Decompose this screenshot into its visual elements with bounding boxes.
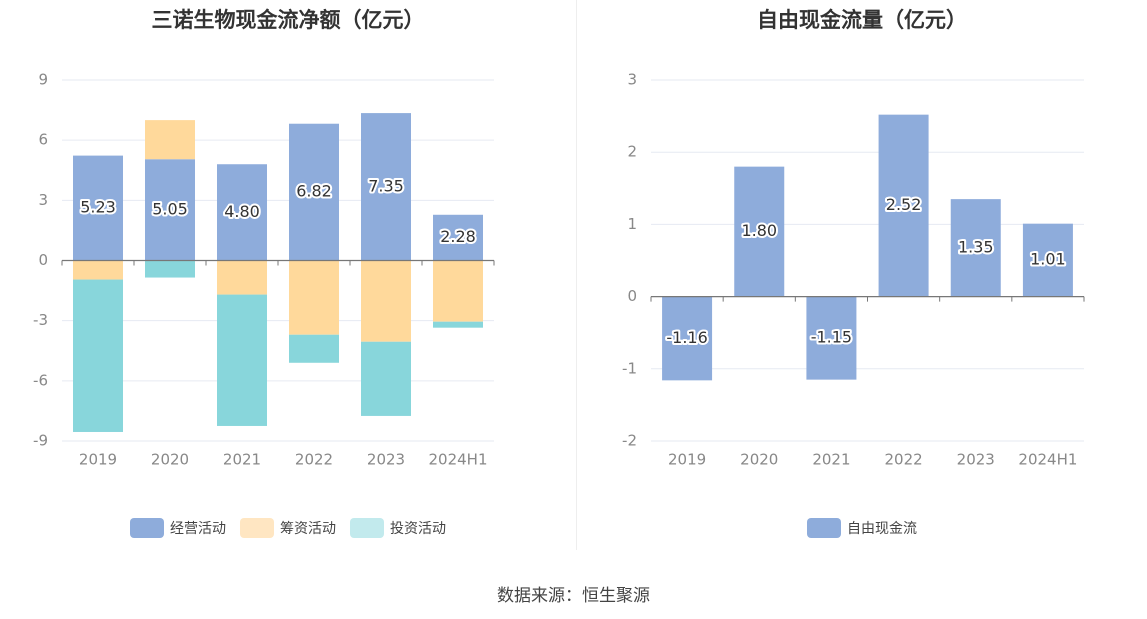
cash-flow-ytick-label: 6	[38, 131, 48, 149]
cash-flow-data-label-2020-halo: 5.05	[152, 199, 188, 218]
free-cash-flow-data-label-2020: 1.80	[741, 221, 777, 240]
free-cash-flow-data-label-2021: -1.15	[811, 328, 852, 347]
cash-flow-bar-3-2022	[289, 334, 339, 363]
free-cash-flow-ytick-label: 0	[627, 287, 637, 305]
cash-flow-data-label-2019: 5.23	[80, 198, 116, 217]
legend-item-investing[interactable]: 投资活动	[350, 518, 446, 538]
cash-flow-xtick-label: 2019	[79, 451, 117, 469]
legend-label-operating: 经营活动	[170, 521, 226, 537]
legend-label-investing: 投资活动	[390, 521, 446, 537]
free-cash-flow-bar-1-2023	[950, 199, 1001, 297]
free-cash-flow-ytick-label: -1	[622, 359, 637, 377]
cash-flow-data-label-2023: 7.35	[368, 176, 404, 195]
free-cash-flow-data-label-2023-halo: 1.35	[958, 237, 994, 256]
cash-flow-data-label-2020: 5.05	[152, 199, 188, 218]
cash-flow-bar-3-2023	[361, 341, 411, 416]
cash-flow-chart-title: 三诺生物现金流净额（亿元）	[151, 8, 425, 32]
legend-swatch-free-cash-flow	[807, 518, 841, 538]
data-source-note: 数据来源：恒生聚源	[497, 586, 650, 606]
free-cash-flow-xtick-label: 2019	[668, 451, 706, 469]
legend-label-financing: 筹资活动	[280, 521, 336, 537]
cash-flow-ytick-label: 9	[38, 71, 48, 89]
cash-flow-data-label-2024H1-halo: 2.28	[440, 227, 476, 246]
legend-swatch-investing	[350, 518, 384, 538]
cash-flow-bar-1-2022	[289, 123, 339, 261]
cash-flow-data-label-2022: 6.82	[296, 182, 332, 201]
cash-flow-bar-3-2021	[217, 294, 267, 426]
panel-divider	[576, 0, 577, 550]
free-cash-flow-data-label-2024H1: 1.01	[1030, 250, 1066, 269]
free-cash-flow-data-label-2020-halo: 1.80	[741, 221, 777, 240]
free-cash-flow-data-label-2024H1-halo: 1.01	[1030, 250, 1066, 269]
cash-flow-bar-1-2023	[361, 113, 411, 261]
free-cash-flow-xtick-label: 2021	[812, 451, 850, 469]
cash-flow-ytick-label: -3	[33, 311, 48, 329]
cash-flow-bar-2-2020	[145, 120, 195, 160]
cash-flow-chart-plot: 9 6 3 0 -3 -6 -9 2019 2020 2021 2022 2023 2024H1 5.23…	[33, 71, 495, 469]
free-cash-flow-legend: 自由现金流	[577, 518, 1147, 538]
cash-flow-bar-3-2024H1	[433, 321, 483, 328]
cash-flow-xtick-label: 2020	[151, 451, 189, 469]
free-cash-flow-chart-panel: 自由现金流量（亿元） 3 2 1 0 -1 -2 2019 2020 2021 2022 2023 2…	[577, 0, 1147, 550]
cash-flow-legend: 经营活动 筹资活动 投资活动	[0, 518, 576, 538]
cash-flow-bar-2-2021	[217, 260, 267, 295]
free-cash-flow-ytick-label: 1	[627, 215, 637, 233]
legend-item-free-cash-flow[interactable]: 自由现金流	[807, 518, 917, 538]
cash-flow-bar-2-2023	[361, 260, 411, 342]
cash-flow-data-label-2019-halo: 5.23	[80, 198, 116, 217]
free-cash-flow-bar-1-2020	[734, 166, 785, 297]
free-cash-flow-bar-1-2019	[662, 296, 713, 381]
free-cash-flow-bar-1-2021	[806, 296, 857, 380]
legend-item-financing[interactable]: 筹资活动	[240, 518, 336, 538]
cash-flow-bar-2-2022	[289, 260, 339, 335]
cash-flow-bar-2-2019	[73, 260, 123, 280]
free-cash-flow-xtick-label: 2022	[884, 451, 922, 469]
legend-swatch-operating	[130, 518, 164, 538]
cash-flow-bar-1-2021	[217, 164, 267, 261]
free-cash-flow-data-label-2021-halo: -1.15	[811, 328, 852, 347]
cash-flow-ytick-label: 0	[38, 251, 48, 269]
cash-flow-bar-1-2020	[145, 159, 195, 261]
cash-flow-ytick-label: -6	[33, 371, 48, 389]
free-cash-flow-data-label-2019-halo: -1.16	[666, 328, 707, 347]
free-cash-flow-xtick-label: 2023	[957, 451, 995, 469]
free-cash-flow-data-label-2019: -1.16	[666, 328, 707, 347]
cash-flow-data-label-2023-halo: 7.35	[368, 176, 404, 195]
free-cash-flow-xtick-label: 2024H1	[1018, 451, 1077, 469]
free-cash-flow-ytick-label: -2	[622, 432, 637, 450]
free-cash-flow-data-label-2023: 1.35	[958, 237, 994, 256]
cash-flow-ytick-label: -9	[33, 432, 48, 450]
cash-flow-data-label-2024H1: 2.28	[440, 227, 476, 246]
free-cash-flow-ytick-label: 3	[627, 71, 637, 89]
cash-flow-bar-3-2020	[145, 260, 195, 278]
free-cash-flow-data-label-2022: 2.52	[886, 195, 922, 214]
cash-flow-bar-1-2024H1	[433, 214, 483, 261]
legend-label-free-cash-flow: 自由现金流	[847, 521, 917, 537]
free-cash-flow-bar-1-2024H1	[1022, 223, 1073, 297]
cash-flow-xtick-label: 2022	[295, 451, 333, 469]
free-cash-flow-ytick-label: 2	[627, 143, 637, 161]
cash-flow-xtick-label: 2023	[367, 451, 405, 469]
cash-flow-bar-1-2019	[73, 155, 123, 261]
free-cash-flow-xtick-label: 2020	[740, 451, 778, 469]
free-cash-flow-chart-plot: 3 2 1 0 -1 -2 2019 2020 2021 2022 2023 2024H1 -1.16 -…	[622, 71, 1085, 469]
cash-flow-xtick-label: 2024H1	[429, 451, 488, 469]
cash-flow-bar-2-2024H1	[433, 260, 483, 322]
legend-swatch-financing	[240, 518, 274, 538]
free-cash-flow-bar-1-2022	[878, 114, 929, 297]
legend-item-operating[interactable]: 经营活动	[130, 518, 226, 538]
free-cash-flow-data-label-2022-halo: 2.52	[886, 195, 922, 214]
cash-flow-xtick-label: 2021	[223, 451, 261, 469]
cash-flow-data-label-2021-halo: 4.80	[224, 202, 260, 221]
cash-flow-chart-panel: 三诺生物现金流净额（亿元） 9 6 3 0 -3 -6 -9 2019 2020 2021 2022…	[0, 0, 576, 550]
cash-flow-data-label-2022-halo: 6.82	[296, 182, 332, 201]
free-cash-flow-chart-title: 自由现金流量（亿元）	[757, 8, 967, 32]
cash-flow-ytick-label: 3	[38, 191, 48, 209]
cash-flow-data-label-2021: 4.80	[224, 202, 260, 221]
cash-flow-bar-3-2019	[73, 279, 123, 432]
